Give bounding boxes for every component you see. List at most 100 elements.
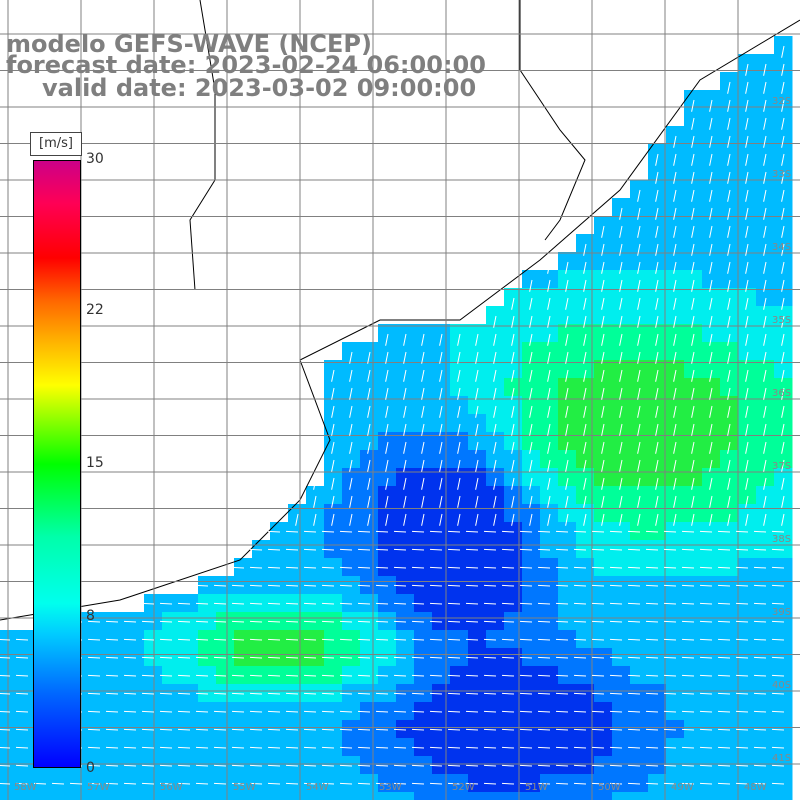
ocean-cell: [18, 666, 37, 685]
ocean-cell: [684, 324, 703, 343]
wind-vector: [249, 746, 263, 749]
ocean-cell: [504, 522, 523, 541]
wind-vector: [141, 710, 155, 713]
ocean-cell: [594, 378, 613, 397]
wind-vector: [781, 369, 785, 382]
wind-vector: [501, 638, 515, 641]
wind-vector: [393, 566, 407, 569]
wind-vector: [681, 638, 695, 641]
ocean-cell: [270, 630, 289, 649]
wind-vector: [763, 423, 767, 436]
wind-vector: [565, 387, 569, 400]
ocean-cell: [576, 630, 595, 649]
wind-vector: [619, 459, 623, 472]
wind-vector: [727, 135, 731, 148]
wind-vector: [385, 333, 389, 346]
ocean-cell: [414, 486, 433, 505]
wind-vector: [159, 674, 173, 677]
wind-vector: [555, 638, 569, 641]
ocean-cell: [378, 450, 397, 469]
wind-vector: [303, 728, 317, 731]
ocean-cell: [684, 702, 703, 721]
wind-vector: [339, 620, 353, 623]
wind-vector: [447, 674, 461, 677]
wind-vector: [609, 656, 623, 659]
wind-vector: [681, 746, 695, 749]
ocean-cell: [396, 756, 415, 775]
wind-vector: [285, 548, 299, 551]
wind-vector: [735, 746, 749, 749]
lon-label: 50W: [598, 782, 621, 793]
wind-vector: [249, 620, 263, 623]
ocean-cell: [342, 360, 361, 379]
ocean-cell: [630, 234, 649, 253]
ocean-cell: [630, 576, 649, 595]
ocean-cell: [774, 216, 793, 235]
wind-vector: [393, 638, 407, 641]
wind-vector: [457, 513, 461, 526]
wind-vector: [637, 441, 641, 454]
ocean-cell: [504, 378, 523, 397]
wind-vector: [501, 548, 515, 551]
wind-vector: [429, 692, 443, 695]
wind-vector: [393, 656, 407, 659]
wind-vector: [339, 692, 353, 695]
ocean-cell: [468, 576, 487, 595]
ocean-cell: [702, 306, 721, 325]
ocean-cell: [504, 558, 523, 577]
ocean-cell: [558, 630, 577, 649]
ocean-cell: [216, 630, 235, 649]
wind-vector: [457, 405, 461, 418]
wind-vector: [753, 620, 767, 623]
ocean-cell: [504, 324, 523, 343]
ocean-cell: [720, 486, 739, 505]
ocean-cell: [594, 252, 613, 271]
wind-vector: [321, 602, 335, 605]
ocean-cell: [306, 738, 325, 757]
ocean-cell: [648, 486, 667, 505]
ocean-cell: [414, 648, 433, 667]
ocean-cell: [396, 558, 415, 577]
ocean-cell: [378, 468, 397, 487]
ocean-cell: [756, 306, 775, 325]
wind-vector: [745, 423, 749, 436]
ocean-cell: [648, 342, 667, 361]
wind-vector: [367, 477, 371, 490]
ocean-cell: [594, 756, 613, 775]
ocean-cell: [738, 792, 757, 800]
wind-vector: [457, 387, 461, 400]
wind-vector: [439, 459, 443, 472]
ocean-cell: [486, 450, 505, 469]
wind-vector: [655, 441, 659, 454]
ocean-cell: [774, 342, 793, 361]
wind-vector: [709, 243, 713, 256]
wind-vector: [745, 261, 749, 274]
wind-vector: [195, 710, 209, 713]
wind-vector: [321, 782, 335, 785]
ocean-cell: [414, 738, 433, 757]
ocean-cell: [648, 648, 667, 667]
ocean-cell: [684, 648, 703, 667]
ocean-cell: [648, 378, 667, 397]
wind-vector: [565, 477, 569, 490]
wind-vector: [591, 710, 605, 713]
ocean-cell: [720, 234, 739, 253]
wind-vector: [781, 153, 785, 166]
wind-vector: [475, 405, 479, 418]
wind-vector: [501, 746, 515, 749]
wind-vector: [439, 369, 443, 382]
ocean-cell: [702, 396, 721, 415]
ocean-cell: [648, 270, 667, 289]
wind-vector: [511, 297, 515, 310]
ocean-cell: [108, 792, 127, 800]
ocean-cell: [270, 558, 289, 577]
wind-vector: [511, 387, 515, 400]
wind-vector: [781, 261, 785, 274]
wind-vector: [303, 584, 317, 587]
ocean-cell: [558, 324, 577, 343]
wind-vector: [637, 459, 641, 472]
ocean-cell: [702, 378, 721, 397]
wind-vector: [601, 351, 605, 364]
wind-vector: [285, 692, 299, 695]
wind-vector: [447, 710, 461, 713]
